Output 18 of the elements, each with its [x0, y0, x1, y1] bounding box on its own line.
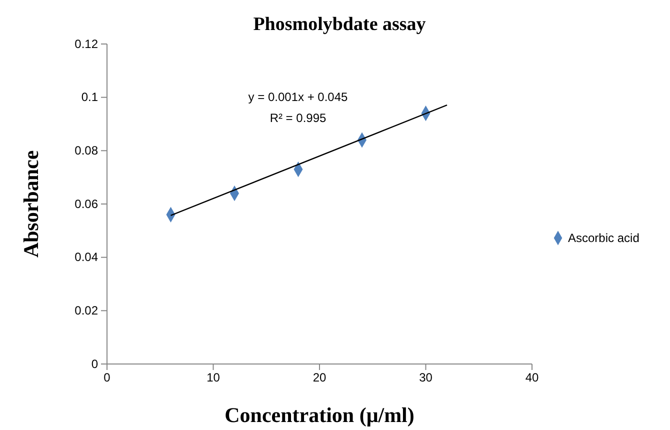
- x-tick-label: 0: [104, 370, 111, 385]
- x-tick-label: 10: [206, 370, 220, 385]
- y-tick-label: 0: [91, 356, 98, 371]
- y-axis-title: Absorbance: [19, 150, 43, 258]
- annotation: R² = 0.995: [270, 111, 327, 125]
- chart-title: Phosmolybdate assay: [253, 14, 426, 35]
- y-tick-label: 0.1: [81, 90, 98, 104]
- annotation: y = 0.001x + 0.045: [248, 90, 348, 104]
- x-tick-label: 30: [419, 370, 433, 385]
- y-tick-label: 0.06: [74, 196, 98, 211]
- legend-label: Ascorbic acid: [568, 231, 640, 245]
- y-tick-label: 0.02: [74, 304, 98, 318]
- y-tick-label: 0.04: [74, 250, 98, 264]
- y-tick-label: 0.08: [74, 144, 98, 158]
- y-tick-label: 0.12: [74, 36, 98, 51]
- x-tick-label: 40: [525, 370, 539, 385]
- x-tick-label: 20: [312, 370, 326, 385]
- x-axis-title: Concentration (μ/ml): [224, 403, 414, 427]
